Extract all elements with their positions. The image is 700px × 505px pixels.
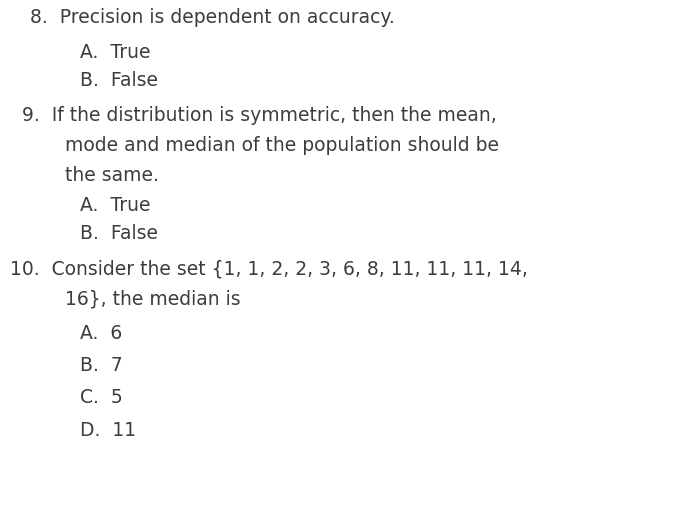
Text: the same.: the same. — [65, 166, 159, 185]
Text: A.  True: A. True — [80, 196, 150, 215]
Text: A.  6: A. 6 — [80, 324, 122, 343]
Text: A.  True: A. True — [80, 43, 150, 62]
Text: 9.  If the distribution is symmetric, then the mean,: 9. If the distribution is symmetric, the… — [22, 106, 497, 125]
Text: 16}, the median is: 16}, the median is — [65, 289, 241, 308]
Text: D.  11: D. 11 — [80, 421, 136, 440]
Text: 10.  Consider the set {1, 1, 2, 2, 3, 6, 8, 11, 11, 11, 14,: 10. Consider the set {1, 1, 2, 2, 3, 6, … — [10, 259, 528, 278]
Text: B.  False: B. False — [80, 71, 158, 90]
Text: 8.  Precision is dependent on accuracy.: 8. Precision is dependent on accuracy. — [30, 8, 395, 27]
Text: B.  False: B. False — [80, 224, 158, 243]
Text: C.  5: C. 5 — [80, 388, 122, 407]
Text: B.  7: B. 7 — [80, 356, 122, 375]
Text: mode and median of the population should be: mode and median of the population should… — [65, 136, 499, 155]
